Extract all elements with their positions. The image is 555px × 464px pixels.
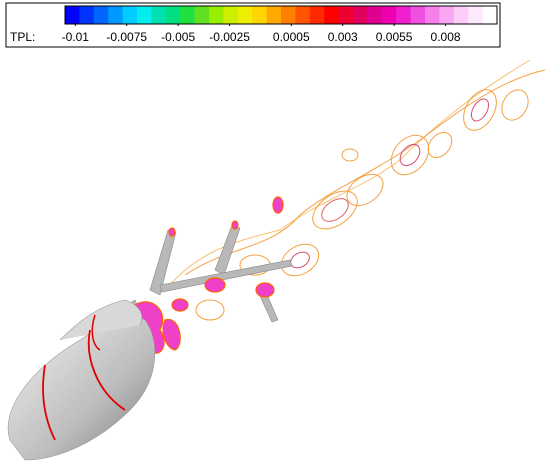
color-band	[281, 6, 296, 24]
color-band	[122, 6, 138, 24]
color-band	[338, 6, 354, 24]
scene	[7, 59, 546, 461]
color-band	[180, 6, 195, 24]
color-band	[165, 6, 181, 24]
color-band	[79, 6, 95, 24]
tick-label: -0.0025	[209, 30, 250, 44]
color-band	[93, 6, 109, 24]
tick-label: -0.01	[62, 30, 90, 44]
color-band	[367, 6, 383, 24]
color-band	[237, 6, 253, 24]
color-band	[194, 6, 210, 24]
tick-label: -0.0075	[106, 30, 147, 44]
color-band	[482, 6, 498, 24]
color-band	[468, 6, 483, 24]
tick-label: 0.003	[328, 30, 358, 44]
color-band	[151, 6, 167, 24]
color-band	[324, 6, 339, 24]
color-band	[137, 6, 152, 24]
colorbar-label: TPL:	[10, 30, 35, 44]
color-band	[108, 6, 123, 24]
colorbar	[64, 5, 498, 26]
color-band	[439, 6, 455, 24]
colorbar-frame	[64, 5, 498, 25]
color-band	[65, 6, 80, 24]
color-band	[223, 6, 239, 24]
color-band	[425, 6, 440, 24]
color-band	[410, 6, 426, 24]
body	[7, 299, 156, 461]
color-band	[266, 6, 282, 24]
color-band	[353, 6, 368, 24]
color-band	[252, 6, 267, 24]
legend: TPL:	[5, 2, 501, 48]
tick-label: 0.0005	[273, 30, 310, 44]
color-band	[453, 6, 469, 24]
tick-label: -0.005	[161, 30, 195, 44]
color-band	[309, 6, 325, 24]
color-band	[396, 6, 411, 24]
tick-label: 0.0055	[376, 30, 413, 44]
color-band	[381, 6, 397, 24]
tick-label: 0.008	[431, 30, 461, 44]
color-band	[295, 6, 311, 24]
contours	[169, 59, 546, 321]
color-band	[209, 6, 224, 24]
